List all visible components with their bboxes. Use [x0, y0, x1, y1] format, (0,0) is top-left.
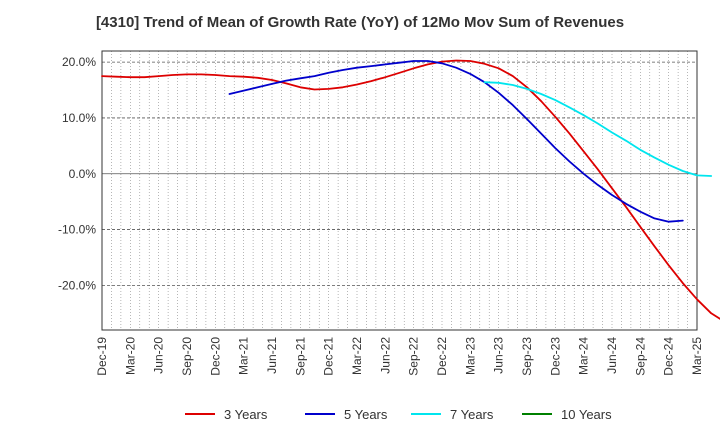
y-tick-label: 20.0%	[62, 55, 96, 69]
series-lines	[101, 59, 720, 320]
plot-area-frame	[101, 50, 698, 331]
y-tick-label: -20.0%	[58, 278, 96, 292]
x-tick-label: Jun-22	[378, 337, 392, 374]
x-tick-label: Sep-21	[293, 337, 307, 376]
legend-label: 7 Years	[450, 407, 494, 422]
series-line-5-years	[228, 60, 684, 223]
x-tick-label: Mar-23	[463, 337, 477, 375]
x-tick-label: Dec-24	[662, 337, 676, 376]
x-tick-label: Sep-24	[633, 337, 647, 376]
x-tick-label: Dec-20	[208, 337, 222, 376]
legend-label: 10 Years	[561, 407, 612, 422]
x-tick-label: Mar-24	[577, 337, 591, 375]
y-tick-label: -10.0%	[58, 223, 96, 237]
x-tick-label: Mar-25	[690, 337, 704, 375]
x-tick-label: Dec-22	[435, 337, 449, 376]
x-tick-label: Dec-21	[322, 337, 336, 376]
series-line-7-years	[483, 81, 713, 177]
x-tick-label: Jun-21	[265, 337, 279, 374]
x-tick-label: Mar-20	[123, 337, 137, 375]
x-tick-label: Dec-23	[548, 337, 562, 376]
legend-label: 5 Years	[344, 407, 388, 422]
x-tick-label: Dec-19	[95, 337, 109, 376]
x-tick-label: Jun-24	[605, 337, 619, 374]
series-line-3-years	[101, 59, 720, 320]
x-tick-label: Mar-21	[237, 337, 251, 375]
legend-label: 3 Years	[224, 407, 268, 422]
y-tick-label: 10.0%	[62, 111, 96, 125]
axis-labels: 20.0% 10.0% 0.0% -10.0% -20.0% Dec-19 Mar-20 Ju…	[58, 55, 704, 376]
legend: 3 Years 5 Years 7 Years 10 Years	[185, 407, 612, 422]
y-tick-label: 0.0%	[69, 167, 97, 181]
grid	[102, 51, 697, 330]
x-tick-label: Mar-22	[350, 337, 364, 375]
x-tick-label: Jun-23	[492, 337, 506, 374]
x-tick-label: Jun-20	[152, 337, 166, 374]
x-tick-label: Sep-20	[180, 337, 194, 376]
x-tick-label: Sep-23	[520, 337, 534, 376]
x-tick-label: Sep-22	[407, 337, 421, 376]
chart-title: [4310] Trend of Mean of Growth Rate (YoY…	[95, 14, 625, 31]
